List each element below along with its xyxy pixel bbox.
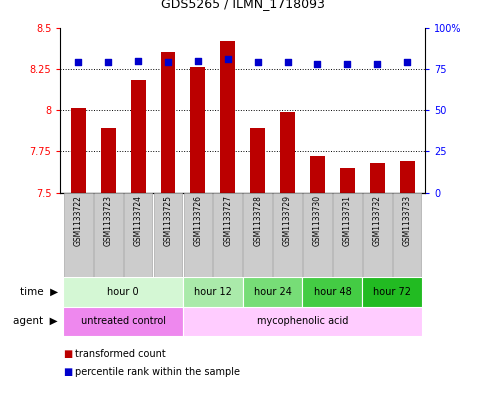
Point: [74, 59, 82, 65]
Bar: [101, 128, 115, 193]
Text: GDS5265 / ILMN_1718093: GDS5265 / ILMN_1718093: [161, 0, 325, 10]
Text: GSM1133731: GSM1133731: [343, 195, 352, 246]
Bar: [154, 193, 182, 277]
Text: agent  ▶: agent ▶: [14, 316, 58, 326]
Text: GSM1133723: GSM1133723: [104, 195, 113, 246]
Bar: [370, 163, 384, 193]
Text: GSM1133729: GSM1133729: [283, 195, 292, 246]
Text: GSM1133725: GSM1133725: [163, 195, 172, 246]
Bar: [213, 193, 242, 277]
Text: ■: ■: [63, 367, 72, 377]
Text: GSM1133728: GSM1133728: [253, 195, 262, 246]
Text: ■: ■: [63, 349, 72, 359]
Point: [164, 59, 172, 65]
Text: GSM1133724: GSM1133724: [134, 195, 142, 246]
Bar: [280, 112, 295, 193]
Text: GSM1133726: GSM1133726: [193, 195, 202, 246]
Bar: [71, 108, 86, 193]
Bar: [243, 193, 272, 277]
Bar: [273, 193, 302, 277]
Bar: [130, 80, 145, 193]
Point: [313, 61, 321, 67]
Bar: [183, 307, 422, 336]
Bar: [63, 307, 183, 336]
Bar: [333, 193, 362, 277]
Bar: [94, 193, 123, 277]
Text: time  ▶: time ▶: [20, 287, 58, 297]
Text: hour 48: hour 48: [313, 287, 351, 297]
Text: untreated control: untreated control: [81, 316, 166, 326]
Point: [373, 61, 381, 67]
Bar: [220, 41, 235, 193]
Bar: [184, 193, 212, 277]
Text: GSM1133730: GSM1133730: [313, 195, 322, 246]
Bar: [393, 193, 422, 277]
Bar: [243, 277, 302, 307]
Point: [134, 57, 142, 64]
Text: mycophenolic acid: mycophenolic acid: [257, 316, 348, 326]
Text: percentile rank within the sample: percentile rank within the sample: [75, 367, 240, 377]
Bar: [340, 168, 355, 193]
Text: GSM1133732: GSM1133732: [373, 195, 382, 246]
Bar: [303, 193, 332, 277]
Point: [254, 59, 261, 65]
Point: [403, 59, 411, 65]
Bar: [362, 277, 422, 307]
Text: hour 12: hour 12: [194, 287, 232, 297]
Text: transformed count: transformed count: [75, 349, 166, 359]
Point: [284, 59, 291, 65]
Bar: [183, 277, 243, 307]
Point: [194, 57, 202, 64]
Bar: [302, 277, 362, 307]
Bar: [363, 193, 392, 277]
Bar: [399, 161, 414, 193]
Point: [224, 56, 232, 62]
Point: [104, 59, 112, 65]
Bar: [190, 67, 205, 193]
Bar: [250, 128, 265, 193]
Text: GSM1133733: GSM1133733: [403, 195, 412, 246]
Text: GSM1133727: GSM1133727: [223, 195, 232, 246]
Bar: [64, 193, 93, 277]
Text: hour 72: hour 72: [373, 287, 411, 297]
Bar: [310, 156, 325, 193]
Text: hour 0: hour 0: [107, 287, 139, 297]
Bar: [63, 277, 183, 307]
Point: [343, 61, 351, 67]
Bar: [160, 52, 175, 193]
Text: GSM1133722: GSM1133722: [74, 195, 83, 246]
Text: hour 24: hour 24: [254, 287, 292, 297]
Bar: [124, 193, 153, 277]
